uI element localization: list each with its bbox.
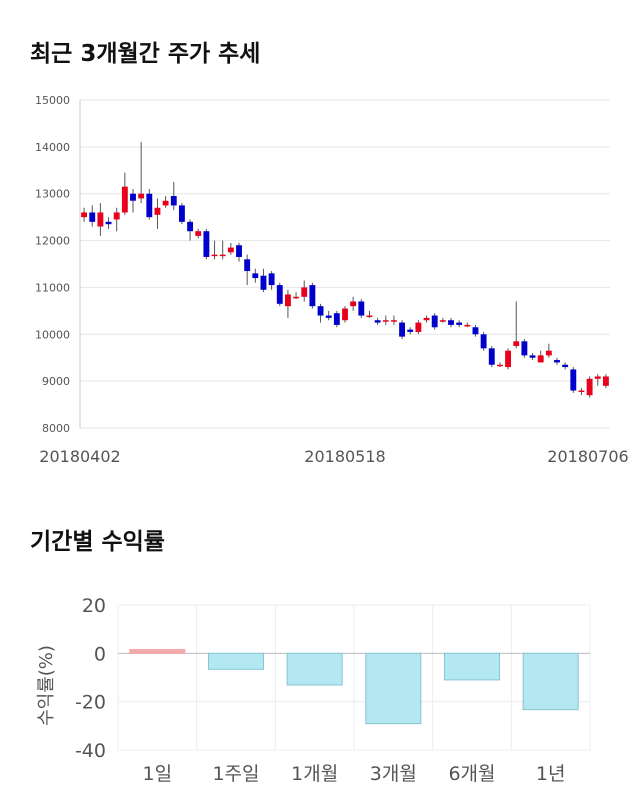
return-bar xyxy=(443,652,501,681)
candle-body xyxy=(130,193,136,201)
candle-body xyxy=(178,205,185,222)
y-tick-label: 15000 xyxy=(35,94,70,107)
x-tick-label: 6개월 xyxy=(448,763,495,785)
candle-body xyxy=(570,369,577,391)
candle-body xyxy=(276,285,283,304)
candle-body xyxy=(97,212,104,227)
candle-body xyxy=(211,254,218,257)
candle-body xyxy=(350,301,357,307)
candle-body xyxy=(325,315,332,318)
candle-body xyxy=(219,254,226,257)
candle-body xyxy=(562,364,569,368)
candle-body xyxy=(513,341,520,346)
candle-body xyxy=(488,348,495,365)
candle-body xyxy=(146,193,153,218)
candle-body xyxy=(545,350,552,356)
candle-body xyxy=(480,334,487,349)
candle-body xyxy=(227,247,234,253)
candle-body xyxy=(529,355,536,358)
candle-body xyxy=(317,306,324,316)
candle-body xyxy=(431,315,438,328)
x-tick-label: 1년 xyxy=(536,763,566,785)
candle-body xyxy=(448,320,454,325)
candle-body xyxy=(301,287,308,297)
candle-body xyxy=(342,308,348,321)
candle-body xyxy=(594,376,601,379)
x-tick-label: 20180518 xyxy=(304,447,385,466)
candle-body xyxy=(121,186,128,213)
candle-body xyxy=(195,231,202,236)
candle-body xyxy=(252,273,259,279)
x-tick-label: 1일 xyxy=(143,763,173,785)
candle-body xyxy=(105,221,112,225)
return-bar xyxy=(365,652,422,725)
candle-body xyxy=(578,390,585,393)
candle-body xyxy=(602,376,609,386)
candle-body xyxy=(162,200,169,206)
candle-body xyxy=(521,341,528,356)
candle-body xyxy=(260,275,267,290)
candle-body xyxy=(113,212,120,220)
x-tick-label: 1주일 xyxy=(212,763,259,785)
candle-body xyxy=(293,296,300,299)
candle-body xyxy=(382,320,389,322)
candle-body xyxy=(472,327,479,335)
candle-body xyxy=(81,212,88,218)
y-tick-label: 13000 xyxy=(35,188,70,201)
y-tick-label: 9000 xyxy=(42,375,70,388)
x-tick-label: 20180706 xyxy=(547,447,628,466)
candle-body xyxy=(415,322,422,332)
y-tick-label: 11000 xyxy=(35,281,70,294)
candle-body xyxy=(187,221,194,232)
candle-body xyxy=(505,350,512,368)
returns-title: 기간별 수익률 xyxy=(30,529,165,555)
y-tick-label: 14000 xyxy=(35,141,70,154)
candle-body xyxy=(456,322,463,325)
candle-body xyxy=(268,273,275,286)
candle-body xyxy=(407,329,414,332)
candle-body xyxy=(333,313,340,325)
candle-body xyxy=(236,245,242,257)
candle-body xyxy=(138,193,145,199)
candle-body xyxy=(89,212,96,222)
y-tick-label: 20 xyxy=(82,595,106,617)
return-bar xyxy=(522,652,579,711)
candle-body xyxy=(244,259,251,272)
y-tick-label: -40 xyxy=(75,740,106,762)
candle-body xyxy=(154,207,161,215)
candle-body xyxy=(203,231,210,257)
return-bar xyxy=(129,648,186,654)
y-tick-label: -20 xyxy=(75,692,106,714)
returns-bar-chart: 20 0 -20 -40 수익률(%) 1일 1주일 1개월 3개월 6개월 1년 xyxy=(36,595,591,785)
y-tick-label: 0 xyxy=(94,643,106,665)
candle-body xyxy=(170,196,177,206)
candle-body xyxy=(309,285,316,307)
candle-body xyxy=(423,317,430,321)
y-axis-label: 수익률(%) xyxy=(36,645,57,726)
candle-body xyxy=(464,324,471,327)
stock-trend-title: 최근 3개월간 주가 추세 xyxy=(30,41,261,67)
candle-body xyxy=(537,355,544,363)
candle-body xyxy=(284,294,291,307)
stock-candlestick-chart: 15000 14000 13000 12000 11000 10000 9000 8000 20… xyxy=(35,94,629,466)
candle-body xyxy=(496,364,503,367)
x-tick-label: 1개월 xyxy=(291,763,338,785)
candle-body xyxy=(358,301,365,316)
candle-body xyxy=(366,315,373,318)
x-tick-label: 20180402 xyxy=(39,447,120,466)
candle-body xyxy=(374,320,381,323)
candle-body xyxy=(390,320,397,322)
return-bar xyxy=(286,652,343,686)
x-tick-label: 3개월 xyxy=(370,763,417,785)
y-tick-label: 8000 xyxy=(42,422,70,435)
candle-body xyxy=(399,322,406,337)
candle-body xyxy=(554,360,560,363)
candle-body xyxy=(586,378,593,396)
candle-body xyxy=(439,320,446,322)
return-bar xyxy=(207,652,265,670)
y-tick-label: 12000 xyxy=(35,235,70,248)
y-tick-label: 10000 xyxy=(35,328,70,341)
